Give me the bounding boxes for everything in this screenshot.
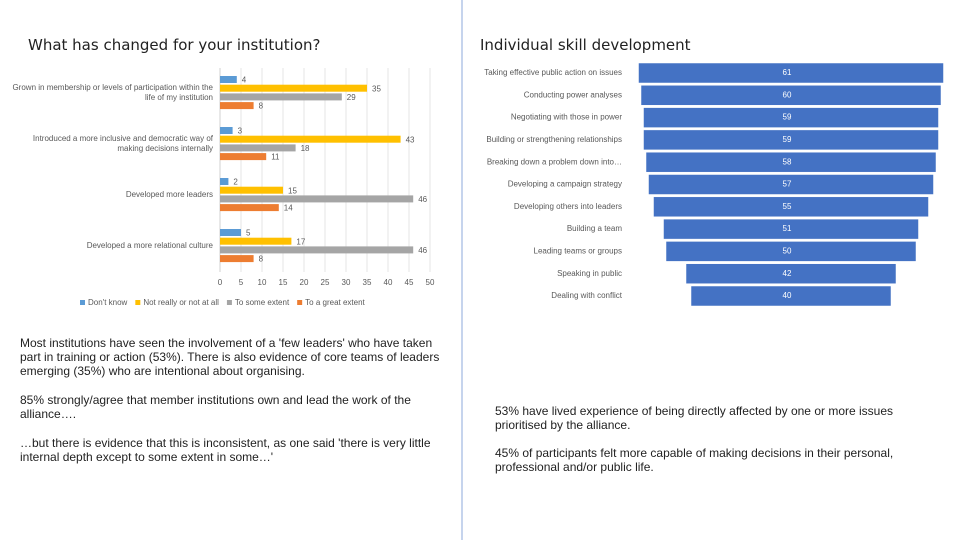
bar bbox=[685, 263, 897, 284]
x-tick-label: 35 bbox=[363, 278, 372, 287]
data-label: 43 bbox=[406, 135, 415, 144]
legend-swatch bbox=[226, 300, 232, 305]
y-tick-label: Building or strengthening relationships bbox=[486, 135, 622, 144]
y-tick-label: Negotiating with those in power bbox=[511, 113, 623, 122]
bar bbox=[220, 144, 296, 152]
data-label: 51 bbox=[783, 224, 792, 233]
chart-title: What has changed for your institution? bbox=[28, 36, 321, 54]
data-label: 11 bbox=[271, 153, 280, 162]
data-label: 14 bbox=[284, 204, 293, 213]
y-tick-label: Breaking down a problem down into… bbox=[487, 157, 622, 166]
data-label: 46 bbox=[418, 195, 427, 204]
note: Most institutions have seen the involvem… bbox=[20, 336, 440, 378]
note: …but there is evidence that this is inco… bbox=[20, 436, 431, 464]
bar bbox=[638, 62, 944, 84]
data-label: 46 bbox=[418, 246, 427, 255]
x-tick-label: 25 bbox=[321, 278, 330, 287]
y-tick-label: Building a team bbox=[567, 224, 622, 233]
data-label: 50 bbox=[783, 247, 792, 256]
bar bbox=[690, 285, 892, 307]
bar bbox=[220, 84, 367, 92]
legend-swatch bbox=[297, 300, 303, 305]
y-tick-label: Developing a campaign strategy bbox=[508, 180, 622, 189]
data-label: 8 bbox=[259, 102, 264, 111]
bar bbox=[220, 229, 241, 236]
data-label: 5 bbox=[246, 229, 251, 238]
data-label: 57 bbox=[783, 180, 792, 189]
x-tick-label: 40 bbox=[384, 278, 393, 287]
note: 45% of participants felt more capable of… bbox=[495, 446, 894, 474]
data-label: 17 bbox=[296, 237, 305, 246]
y-tick-label: Dealing with conflict bbox=[551, 291, 622, 300]
x-tick-label: 15 bbox=[279, 278, 288, 287]
y-tick-label: Taking effective public action on issues bbox=[484, 68, 622, 77]
data-label: 8 bbox=[259, 255, 264, 264]
bar bbox=[220, 76, 237, 83]
data-label: 40 bbox=[783, 291, 792, 300]
legend-swatch bbox=[80, 300, 85, 305]
legend-swatch bbox=[135, 300, 141, 305]
bar bbox=[645, 151, 937, 173]
y-tick-label: Developed more leaders bbox=[125, 190, 213, 200]
y-tick-label: Developing others into leaders bbox=[514, 202, 622, 211]
data-label: 29 bbox=[347, 93, 356, 102]
data-label: 18 bbox=[301, 144, 310, 153]
data-label: 59 bbox=[783, 135, 792, 144]
bar bbox=[220, 195, 414, 203]
x-tick-label: 10 bbox=[258, 278, 267, 287]
data-label: 60 bbox=[783, 90, 792, 99]
x-tick-label: 20 bbox=[300, 278, 309, 287]
legend-label: Don't know bbox=[88, 298, 128, 307]
bar bbox=[220, 102, 254, 110]
data-label: 35 bbox=[372, 84, 381, 93]
bar bbox=[663, 218, 919, 240]
bar bbox=[643, 129, 939, 151]
legend-label: Not really or not at all bbox=[143, 298, 219, 307]
bar bbox=[220, 255, 254, 263]
x-tick-label: 0 bbox=[218, 278, 223, 287]
bar bbox=[220, 153, 267, 161]
data-label: 15 bbox=[288, 186, 297, 195]
y-tick-label: Conducting power analyses bbox=[524, 90, 622, 99]
data-label: 55 bbox=[783, 202, 792, 211]
legend-label: To some extent bbox=[235, 298, 290, 307]
note: 53% have lived experience of being direc… bbox=[495, 404, 894, 432]
data-label: 2 bbox=[233, 178, 238, 187]
bar bbox=[220, 127, 233, 134]
x-tick-label: 50 bbox=[426, 278, 435, 287]
data-label: 42 bbox=[783, 269, 792, 278]
legend-label: To a great extent bbox=[305, 298, 365, 307]
data-label: 58 bbox=[783, 157, 792, 166]
bar bbox=[648, 174, 934, 195]
x-tick-label: 5 bbox=[239, 278, 244, 287]
chart-title: Individual skill development bbox=[480, 36, 691, 54]
bar bbox=[640, 85, 942, 106]
y-tick-label: Introduced a more inclusive and democrat… bbox=[32, 134, 213, 154]
x-tick-label: 45 bbox=[405, 278, 414, 287]
bar bbox=[220, 246, 414, 254]
data-label: 59 bbox=[783, 113, 792, 122]
bar bbox=[665, 241, 917, 262]
note: 85% strongly/agree that member instituti… bbox=[20, 393, 411, 421]
x-tick-label: 30 bbox=[342, 278, 351, 287]
bar bbox=[220, 204, 279, 212]
bar bbox=[220, 178, 229, 185]
data-label: 61 bbox=[783, 68, 792, 77]
data-label: 3 bbox=[238, 127, 243, 136]
bar bbox=[220, 93, 342, 101]
bar bbox=[220, 135, 401, 143]
y-tick-label: Speaking in public bbox=[557, 269, 622, 278]
data-label: 4 bbox=[242, 76, 247, 85]
bar bbox=[643, 107, 939, 128]
bar bbox=[653, 196, 929, 218]
y-tick-label: Leading teams or groups bbox=[534, 247, 623, 256]
y-tick-label: Developed a more relational culture bbox=[86, 241, 213, 251]
bar bbox=[220, 237, 292, 245]
y-tick-label: Grown in membership or levels of partici… bbox=[12, 83, 213, 103]
bar bbox=[220, 186, 283, 194]
